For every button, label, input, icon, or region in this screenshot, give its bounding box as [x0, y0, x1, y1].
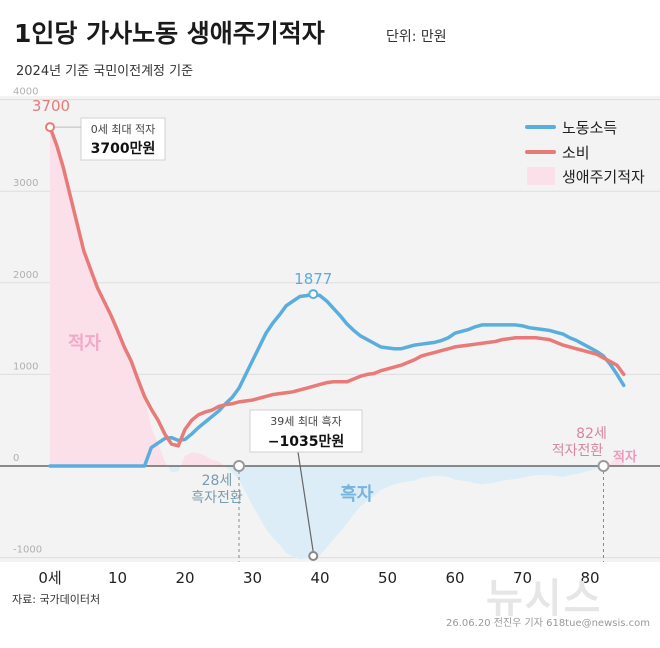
source-label: 자료: 국가데이터처	[12, 593, 100, 606]
x-tick-0: 0세	[38, 569, 61, 587]
legend-label-lifecycle-deficit: 생애주기적자	[562, 168, 645, 186]
y-tick-labels: -1000 0 1000 2000 3000 4000	[13, 87, 42, 556]
y-tick--1000: -1000	[13, 545, 42, 556]
watermark-logo: 뉴시스	[486, 576, 602, 622]
max-deficit-callout-box	[80, 117, 166, 161]
x-tick-30: 30	[243, 569, 262, 587]
unit-label: 단위: 만원	[386, 29, 447, 45]
region-label-surplus: 흑자	[340, 483, 374, 505]
x-tick-70: 70	[513, 569, 532, 587]
x-tick-80: 80	[580, 569, 599, 587]
max-surplus-callout-leader	[297, 451, 314, 553]
surplus-area-3	[224, 466, 607, 560]
labor-peak-marker	[308, 289, 319, 300]
peak-label-consumption: 3700	[32, 97, 70, 115]
max-deficit-callout-value: 3700만원	[91, 141, 156, 157]
region-label-deficit-old: 적자	[613, 449, 637, 465]
surplus-area-1	[167, 466, 181, 473]
crossing-label-surplus-turn: 흑자전환	[191, 489, 243, 506]
legend-label-labor-income: 노동소득	[562, 119, 617, 137]
max-deficit-marker	[45, 122, 55, 133]
max-surplus-callout-box	[249, 409, 363, 453]
legend-swatch-lifecycle-deficit	[527, 167, 555, 185]
y-tick-4000: 4000	[13, 87, 38, 98]
x-tick-10: 10	[108, 569, 127, 587]
chart-title: 1인당 가사노동 생애주기적자	[14, 19, 325, 48]
legend: 노동소득 소비 생애주기적자	[525, 119, 645, 186]
crossing-marker-82	[597, 460, 610, 472]
x-tick-labels: 0세 10 20 30 40 50 60 70 80	[38, 569, 599, 587]
crossing-age-28: 28세	[202, 473, 233, 489]
max-deficit-callout-title: 0세 최대 적자	[91, 123, 156, 136]
max-surplus-marker	[308, 551, 319, 561]
chart-subtitle: 2024년 기준 국민이전계정 기준	[16, 64, 193, 79]
y-tick-3000: 3000	[13, 178, 38, 189]
crossing-label-deficit-turn: 적자전환	[552, 443, 604, 459]
region-label-deficit-young: 적자	[68, 333, 102, 354]
legend-label-consumption: 소비	[562, 144, 590, 162]
annotations: 3700 0세 최대 적자 3700만원 1877 39세 최대 흑자 −103…	[32, 97, 610, 561]
max-surplus-callout-title: 39세 최대 흑자	[270, 414, 342, 428]
y-tick-1000: 1000	[13, 361, 38, 372]
annotation-drop-lines	[238, 451, 604, 562]
x-tick-20: 20	[175, 569, 194, 587]
crossing-marker-28	[233, 460, 245, 472]
y-tick-2000: 2000	[13, 270, 38, 281]
credit-label: 26.06.20 전진우 기자 618tue@newsis.com	[446, 617, 650, 629]
x-tick-60: 60	[445, 569, 464, 587]
peak-label-labor-income: 1877	[294, 270, 332, 288]
x-tick-50: 50	[378, 569, 397, 587]
max-surplus-callout-value: −1035만원	[268, 434, 344, 450]
deficit-area-4	[606, 455, 624, 466]
series-line-labor-income	[48, 292, 626, 468]
deficit-area-2	[180, 452, 225, 466]
x-tick-40: 40	[310, 569, 329, 587]
crossing-age-82: 82세	[576, 426, 607, 442]
series-line-consumption	[48, 125, 626, 448]
y-tick-0: 0	[13, 453, 19, 464]
